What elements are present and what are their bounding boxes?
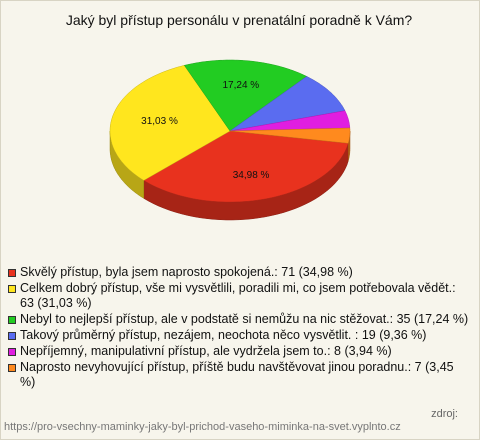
- legend-swatch: [8, 269, 16, 277]
- legend-item: Nepříjemný, manipulativní přístup, ale v…: [8, 344, 470, 359]
- legend-item: Naprosto nevyhovující přístup, příště bu…: [8, 360, 470, 390]
- legend-item: Nebyl to nejlepší přístup, ale v podstat…: [8, 312, 470, 327]
- legend-swatch: [8, 348, 16, 356]
- slice-label: 34,98 %: [233, 170, 270, 181]
- legend-swatch: [8, 364, 16, 372]
- legend-label: Nepříjemný, manipulativní přístup, ale v…: [20, 344, 392, 358]
- source-label: zdroj:: [431, 408, 458, 420]
- chart-title: Jaký byl přístup personálu v prenatální …: [65, 12, 413, 28]
- source-url: https://pro-vsechny-maminky-jaky-byl-pri…: [4, 421, 401, 433]
- slice: [183, 59, 308, 132]
- slice-label: 31,03 %: [141, 116, 178, 127]
- legend-item: Takový průměrný přístup, nezájem, neocho…: [8, 328, 470, 343]
- legend-label: Nebyl to nejlepší přístup, ale v podstat…: [20, 312, 469, 326]
- legend-swatch: [8, 316, 16, 324]
- slice: [229, 127, 351, 144]
- legend-label: Skvělý přístup, byla jsem naprosto spoko…: [20, 265, 353, 279]
- legend: Skvělý přístup, byla jsem naprosto spoko…: [8, 265, 470, 391]
- legend-label: Naprosto nevyhovující přístup, příště bu…: [20, 360, 454, 389]
- legend-label: Takový průměrný přístup, nezájem, neocho…: [20, 328, 427, 342]
- legend-swatch: [8, 285, 16, 293]
- slice: [143, 130, 349, 203]
- legend-swatch: [8, 332, 16, 340]
- legend-label: Celkem dobrý přístup, vše mi vysvětlili,…: [20, 281, 456, 310]
- slice: [109, 65, 231, 181]
- legend-item: Celkem dobrý přístup, vše mi vysvětlili,…: [8, 281, 470, 311]
- slice: [229, 76, 346, 132]
- slice: [229, 110, 351, 132]
- slice-label: 17,24 %: [222, 80, 259, 91]
- legend-item: Skvělý přístup, byla jsem naprosto spoko…: [8, 265, 470, 280]
